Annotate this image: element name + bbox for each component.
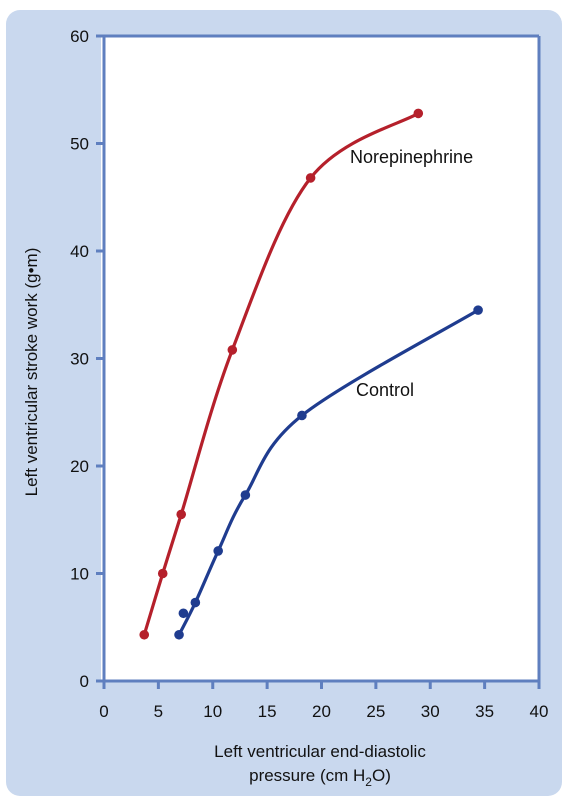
x-tick-label: 20 bbox=[312, 702, 331, 721]
x-tick-label: 40 bbox=[530, 702, 549, 721]
x-tick-label: 25 bbox=[366, 702, 385, 721]
y-axis-label: Left ventricular stroke work (g•m) bbox=[22, 248, 41, 497]
x-axis-label-sub: 2 bbox=[365, 775, 372, 789]
x-axis-label-pre: pressure (cm H bbox=[249, 766, 365, 785]
x-tick-label: 15 bbox=[258, 702, 277, 721]
plot-area bbox=[101, 36, 539, 681]
x-tick-label: 0 bbox=[99, 702, 108, 721]
x-tick-label: 35 bbox=[475, 702, 494, 721]
data-point-control bbox=[190, 597, 201, 608]
y-tick-label: 20 bbox=[70, 457, 89, 476]
x-tick-label: 5 bbox=[154, 702, 163, 721]
x-tick-label: 10 bbox=[203, 702, 222, 721]
y-tick-label: 60 bbox=[70, 27, 89, 46]
y-tick-label: 40 bbox=[70, 242, 89, 261]
axes: 0 10 20 30 40 50 60 0 5 10 15 20 25 30 35 40 bbox=[70, 27, 548, 721]
data-point-control bbox=[240, 490, 251, 500]
data-point-norepinephrine bbox=[305, 173, 316, 183]
y-tick-label: 50 bbox=[70, 135, 89, 154]
data-point-control bbox=[297, 410, 307, 421]
y-tick-label: 10 bbox=[70, 565, 89, 584]
data-point-norepinephrine bbox=[157, 568, 168, 579]
data-point-control bbox=[213, 546, 223, 556]
data-point-norepinephrine bbox=[176, 509, 187, 520]
data-point-control bbox=[473, 305, 483, 315]
y-tick-label: 0 bbox=[80, 672, 89, 691]
x-axis-label-post: O) bbox=[372, 766, 391, 785]
data-point-norepinephrine bbox=[413, 108, 424, 119]
data-point-norepinephrine bbox=[227, 345, 238, 355]
data-point-control bbox=[178, 608, 189, 619]
x-axis-label-line2: pressure (cm H2O) bbox=[249, 766, 391, 789]
series-label-norepinephrine: Norepinephrine bbox=[350, 147, 473, 167]
x-tick-label: 30 bbox=[421, 702, 440, 721]
y-tick-label: 30 bbox=[70, 350, 89, 369]
series-points bbox=[139, 108, 483, 640]
data-point-control bbox=[174, 629, 184, 640]
x-axis-label-line1: Left ventricular end-diastolic bbox=[214, 742, 426, 761]
data-point-norepinephrine bbox=[139, 629, 150, 640]
series-label-control: Control bbox=[356, 380, 414, 400]
